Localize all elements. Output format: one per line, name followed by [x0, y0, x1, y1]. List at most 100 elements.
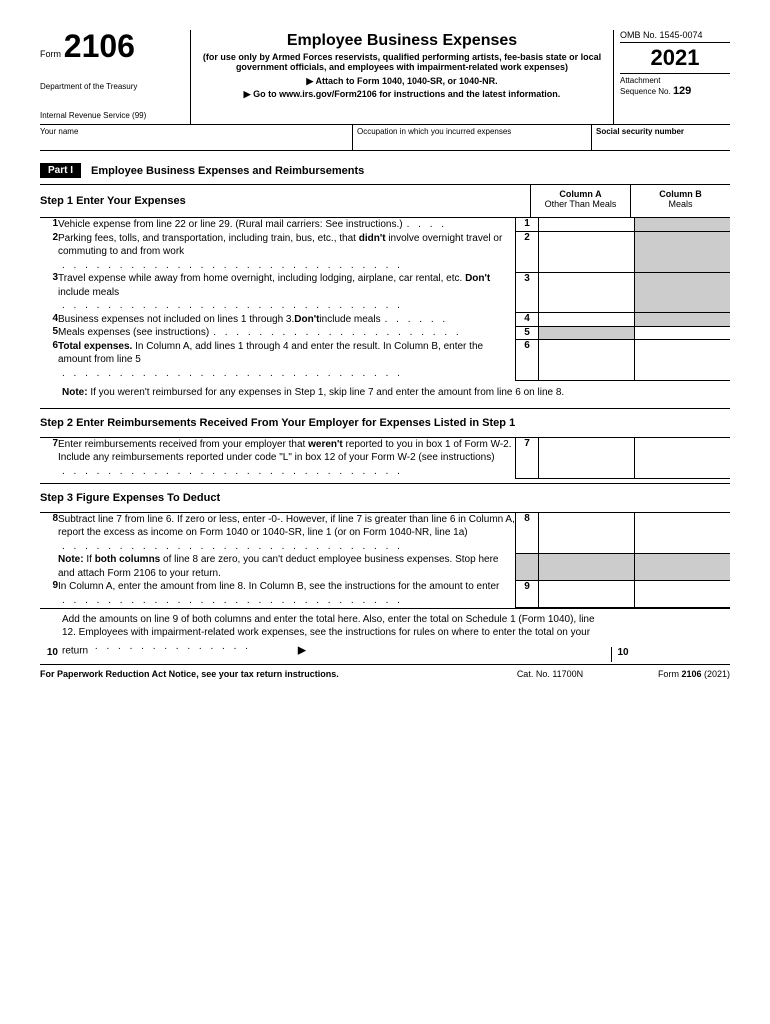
line-8-desc: Subtract line 7 from line 6. If zero or … — [58, 512, 516, 553]
line-3-desc: Travel expense while away from home over… — [58, 272, 516, 313]
ssn-field[interactable]: Social security number — [592, 125, 730, 150]
occupation-field[interactable]: Occupation in which you incurred expense… — [353, 125, 592, 150]
line-4-desc: Business expenses not included on lines … — [58, 313, 516, 327]
line-7-colA[interactable] — [539, 437, 635, 478]
step1-header: Step 1 Enter Your Expenses Column A Othe… — [40, 184, 730, 217]
column-a-header: Column A Other Than Meals — [530, 185, 630, 217]
line-5-colA — [539, 326, 635, 340]
line-1-ln: 1 — [516, 218, 539, 232]
line-8-note-row: Note: If both columns of line 8 are zero… — [40, 553, 730, 580]
line-1-colA[interactable] — [539, 218, 635, 232]
goto-instruction: ▶ Go to www.irs.gov/Form2106 for instruc… — [199, 89, 605, 100]
dept-irs: Internal Revenue Service (99) — [40, 111, 190, 120]
name-row: Your name Occupation in which you incurr… — [40, 125, 730, 151]
line-8-colA[interactable] — [539, 512, 635, 553]
step2-title: Step 2 Enter Reimbursements Received Fro… — [40, 408, 730, 437]
page-footer: For Paperwork Reduction Act Notice, see … — [40, 664, 730, 679]
line-8-colB[interactable] — [635, 512, 731, 553]
line-9-num: 9 — [40, 580, 58, 607]
line-2-desc: Parking fees, tolls, and transportation,… — [58, 232, 516, 273]
line-3-colB — [635, 272, 731, 313]
line-4-ln: 4 — [516, 313, 539, 327]
line-10-row: 10 Add the amounts on line 9 of both col… — [40, 608, 730, 662]
form-subtitle: (for use only by Armed Forces reservists… — [199, 52, 605, 72]
line-4-colA[interactable] — [539, 313, 635, 327]
line-10-num: 10 — [40, 643, 62, 662]
column-b-header: Column B Meals — [630, 185, 730, 217]
tax-year: 2021 — [620, 43, 730, 74]
form-page: Form 2106 Department of the Treasury Int… — [0, 0, 770, 709]
line-7-desc: Enter reimbursements received from your … — [58, 437, 516, 478]
line-3-row: 3 Travel expense while away from home ov… — [40, 272, 730, 313]
line-5-num: 5 — [40, 326, 58, 340]
form-title: Employee Business Expenses — [199, 32, 605, 50]
line-2-row: 2 Parking fees, tolls, and transportatio… — [40, 232, 730, 273]
dept-treasury: Department of the Treasury — [40, 82, 190, 91]
form-word: Form — [40, 49, 61, 59]
line-3-num: 3 — [40, 272, 58, 313]
form-number: 2106 — [64, 28, 135, 64]
step1-table: 1 Vehicle expense from line 22 or line 2… — [40, 217, 730, 381]
line-8-row: 8 Subtract line 7 from line 6. If zero o… — [40, 512, 730, 553]
footer-form-ref: Form 2106 (2021) — [610, 669, 730, 679]
line-7-ln: 7 — [516, 437, 539, 478]
year-suffix: 21 — [675, 45, 699, 70]
line-9-colA[interactable] — [539, 580, 635, 607]
seq-label1: Attachment — [620, 76, 660, 85]
attachment-seq: Attachment Sequence No. 129 — [620, 74, 730, 97]
line-5-desc: Meals expenses (see instructions). . . .… — [58, 326, 516, 340]
line-10-ln: 10 — [611, 647, 634, 662]
line-2-colB — [635, 232, 731, 273]
line-1-colB — [635, 218, 731, 232]
step1-note: Note: If you weren't reimbursed for any … — [40, 381, 730, 404]
year-prefix: 20 — [651, 45, 675, 70]
line-8-note: Note: If both columns of line 8 are zero… — [58, 553, 516, 580]
line-1-desc: Vehicle expense from line 22 or line 29.… — [58, 218, 516, 232]
header-right: OMB No. 1545-0074 2021 Attachment Sequen… — [613, 30, 730, 124]
seq-label2: Sequence No. — [620, 87, 671, 96]
line-3-ln: 3 — [516, 272, 539, 313]
line-1-row: 1 Vehicle expense from line 22 or line 2… — [40, 218, 730, 232]
col-b-name: Column B — [633, 189, 728, 199]
part1-label: Part I — [40, 163, 81, 178]
line-8-note-colA — [539, 553, 635, 580]
line-9-ln: 9 — [516, 580, 539, 607]
step3-table: 8 Subtract line 7 from line 6. If zero o… — [40, 512, 730, 608]
line-8-note-ln — [516, 553, 539, 580]
line-9-colB[interactable] — [635, 580, 731, 607]
line-4-num: 4 — [40, 313, 58, 327]
line-10-desc: Add the amounts on line 9 of both column… — [62, 609, 611, 662]
part1-title: Employee Business Expenses and Reimburse… — [91, 165, 364, 177]
header-left: Form 2106 Department of the Treasury Int… — [40, 30, 191, 124]
line-3-colA[interactable] — [539, 272, 635, 313]
line-8-note-colB — [635, 553, 731, 580]
line-6-num: 6 — [40, 340, 58, 381]
line-4-colB — [635, 313, 731, 327]
your-name-field[interactable]: Your name — [40, 125, 353, 150]
line-7-row: 7 Enter reimbursements received from you… — [40, 437, 730, 478]
attach-instruction: ▶ Attach to Form 1040, 1040-SR, or 1040-… — [199, 76, 605, 87]
col-a-name: Column A — [533, 189, 628, 199]
line-8-num: 8 — [40, 512, 58, 553]
step2-table: 7 Enter reimbursements received from you… — [40, 437, 730, 479]
line-5-colB[interactable] — [635, 326, 731, 340]
line-5-row: 5 Meals expenses (see instructions). . .… — [40, 326, 730, 340]
col-b-sub: Meals — [633, 199, 728, 209]
line-1-num: 1 — [40, 218, 58, 232]
footer-catalog: Cat. No. 11700N — [490, 669, 610, 679]
line-6-row: 6 Total expenses. In Column A, add lines… — [40, 340, 730, 381]
line-2-num: 2 — [40, 232, 58, 273]
arrow-icon: ▶ — [298, 644, 306, 656]
line-2-colA[interactable] — [539, 232, 635, 273]
line-7-colB[interactable] — [635, 437, 731, 478]
line-6-colB[interactable] — [635, 340, 731, 381]
footer-left: For Paperwork Reduction Act Notice, see … — [40, 669, 490, 679]
line-8-ln: 8 — [516, 512, 539, 553]
line-5-ln: 5 — [516, 326, 539, 340]
line-6-colA[interactable] — [539, 340, 635, 381]
line-9-row: 9 In Column A, enter the amount from lin… — [40, 580, 730, 607]
line-4-row: 4 Business expenses not included on line… — [40, 313, 730, 327]
omb-number: OMB No. 1545-0074 — [620, 30, 730, 43]
col-a-sub: Other Than Meals — [533, 199, 628, 209]
seq-number: 129 — [673, 85, 691, 97]
